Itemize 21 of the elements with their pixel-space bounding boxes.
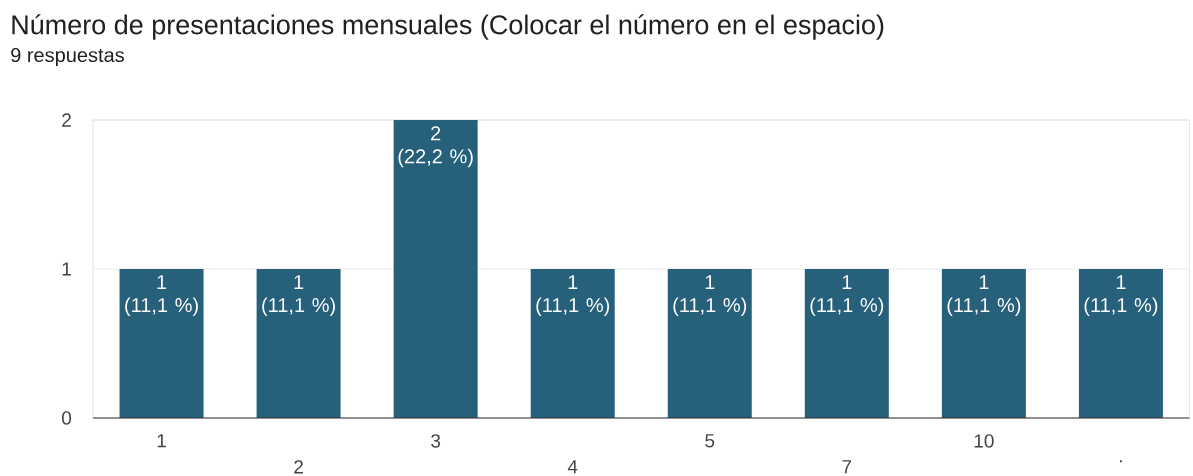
data-label: 1 (11,1 %) (1084, 275, 1158, 317)
x-tick-label: 1 (157, 434, 166, 448)
data-label: 1 (11,1 %) (810, 275, 884, 317)
chart-subtitle: 9 respuestas (11, 47, 124, 67)
data-label: 1 (11,1 %) (125, 275, 198, 317)
y-tick-label: 2 (62, 113, 71, 127)
data-label: 1 (11,1 %) (536, 275, 610, 317)
y-tick-label: 0 (61, 411, 72, 425)
x-tick-label: 10 (974, 434, 994, 448)
x-tick-label: . (1120, 460, 1122, 463)
data-label: 1 (11,1 %) (673, 275, 747, 317)
chart-title: Número de presentaciones mensuales (Colocar el número en el espacio) (12, 14, 884, 40)
x-tick-label: 2 (294, 460, 303, 474)
data-label: 1 (11,1 %) (262, 275, 335, 317)
x-tick-label: 4 (567, 460, 578, 474)
data-label: 2 (22,2 %) (398, 126, 473, 168)
data-label: 1 (11,1 %) (947, 275, 1021, 317)
x-tick-label: 3 (431, 434, 441, 448)
x-tick-label: 5 (705, 434, 715, 448)
x-tick-label: 7 (842, 460, 852, 474)
y-tick-label: 1 (62, 262, 71, 276)
